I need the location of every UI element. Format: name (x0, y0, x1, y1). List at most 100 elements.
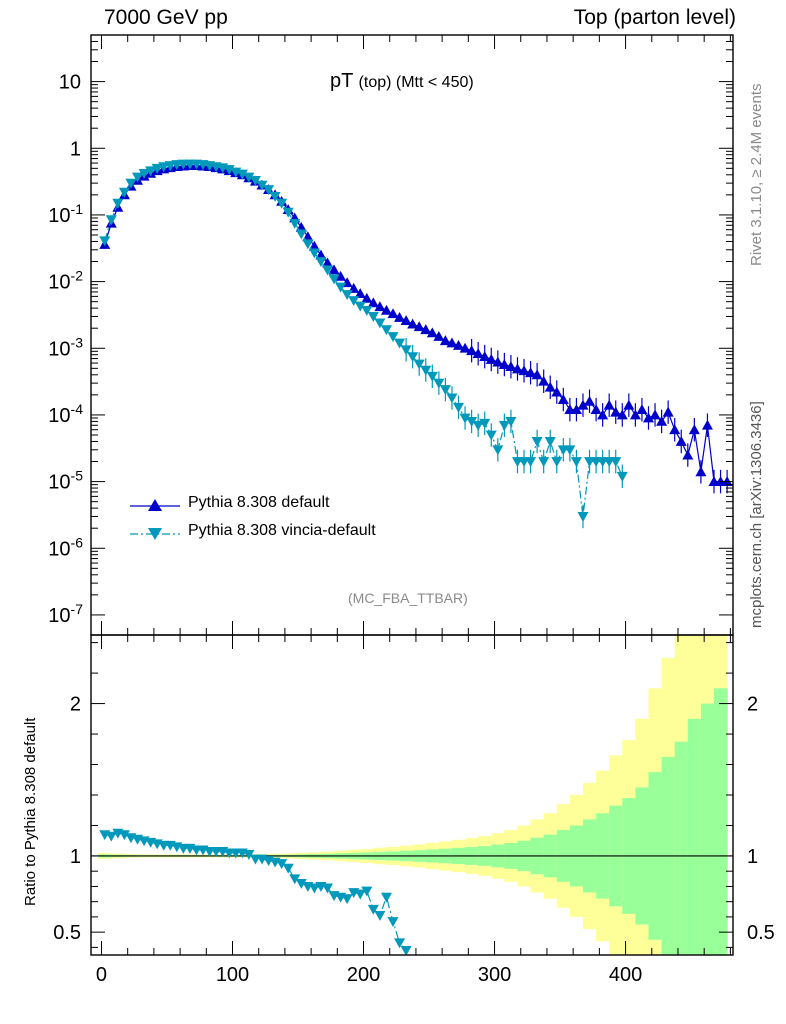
data-point (105, 215, 117, 226)
data-point (570, 404, 582, 415)
legend-label-vincia: Pythia 8.308 vincia-default (188, 522, 376, 539)
ratio-point (308, 883, 320, 894)
data-point (616, 471, 628, 482)
y-tick-label: 10-4 (48, 401, 83, 427)
data-point (649, 409, 661, 420)
data-point (145, 166, 157, 177)
y-tick-label: 10 (59, 72, 81, 94)
data-point (400, 315, 412, 325)
data-point (118, 187, 130, 198)
data-point (518, 365, 530, 376)
ratio-point (361, 886, 373, 897)
data-point (544, 381, 556, 392)
plot-title-main: pT (330, 70, 353, 92)
ratio-point (243, 850, 255, 860)
data-point (538, 375, 550, 386)
series-line-0 (104, 164, 728, 483)
data-point (453, 340, 465, 350)
data-point (413, 321, 425, 332)
data-point (669, 424, 681, 435)
data-point (276, 198, 288, 209)
data-point (564, 445, 576, 456)
data-point (577, 512, 589, 522)
ratio-y-tick-label-right: 0.5 (747, 922, 775, 944)
data-point (466, 345, 478, 356)
data-point (453, 402, 465, 413)
data-point (407, 318, 419, 329)
data-point (387, 332, 399, 343)
data-point (367, 297, 379, 308)
data-point (584, 395, 596, 406)
ratio-point (105, 831, 117, 842)
data-point (662, 406, 674, 417)
x-tick-label: 400 (609, 964, 642, 986)
data-point (511, 363, 523, 374)
data-point (236, 169, 248, 180)
y-tick-label: 10-7 (48, 601, 83, 627)
analysis-watermark: (MC_FBA_TTBAR) (348, 590, 468, 606)
ratio-y-tick-label-right: 2 (747, 694, 758, 716)
data-point (505, 361, 517, 372)
data-point (557, 394, 569, 404)
y-tick-label: 1 (70, 138, 81, 160)
data-point (394, 338, 406, 349)
data-point (413, 359, 425, 370)
data-point (400, 345, 412, 356)
data-point (616, 409, 628, 420)
data-point (492, 356, 504, 367)
data-point (479, 351, 491, 361)
data-point (420, 365, 432, 376)
data-point (380, 325, 392, 336)
ratio-point (276, 859, 288, 870)
data-point (367, 312, 379, 322)
data-point (289, 218, 301, 229)
ratio-point (282, 863, 294, 874)
data-point (610, 457, 622, 468)
data-point (472, 420, 484, 431)
axis-tick-labels: 10 1 10-1 10-2 10-3 10-4 10-5 10-6 10-7 0.5 0.5 1 1 2… (48, 72, 775, 986)
data-point (688, 424, 700, 435)
ratio-point (321, 883, 333, 894)
data-point (380, 304, 392, 315)
data-point (374, 301, 386, 312)
data-point (132, 172, 144, 183)
ratio-y-axis-label: Ratio to Pythia 8.308 default (22, 717, 39, 906)
data-point (603, 399, 615, 410)
legend-marker-vincia (130, 528, 180, 540)
data-point (354, 301, 366, 312)
data-point (249, 175, 261, 186)
data-point (642, 412, 654, 423)
data-point (295, 229, 307, 240)
data-point (125, 178, 137, 189)
plot-title: pT (top) (Mtt < 450) (330, 70, 474, 93)
data-point (315, 257, 327, 268)
data-point (531, 437, 543, 447)
data-point (420, 324, 432, 335)
y-tick-label: 10-2 (48, 268, 83, 294)
data-point (472, 348, 484, 359)
data-point (682, 449, 694, 460)
main-series (99, 159, 733, 529)
source-label: mcplots.cern.ch [arXiv:1306.3436] (748, 401, 765, 628)
ratio-point (367, 904, 379, 915)
header-left: 7000 GeV pp (104, 6, 228, 29)
data-point (551, 386, 563, 397)
data-point (354, 288, 366, 299)
legend-marker-default (130, 499, 180, 511)
ratio-point (394, 938, 406, 949)
data-point (328, 264, 340, 275)
ratio-point (295, 878, 307, 889)
data-point (577, 399, 589, 410)
data-point (256, 180, 268, 191)
data-point (407, 352, 419, 363)
data-point (721, 476, 733, 486)
data-point (479, 418, 491, 429)
data-point (590, 404, 602, 415)
data-point (636, 404, 648, 415)
data-point (263, 185, 275, 196)
data-point (302, 239, 314, 250)
data-point (498, 359, 510, 369)
data-point (151, 163, 163, 174)
data-point (439, 385, 451, 396)
data-point (335, 270, 347, 281)
